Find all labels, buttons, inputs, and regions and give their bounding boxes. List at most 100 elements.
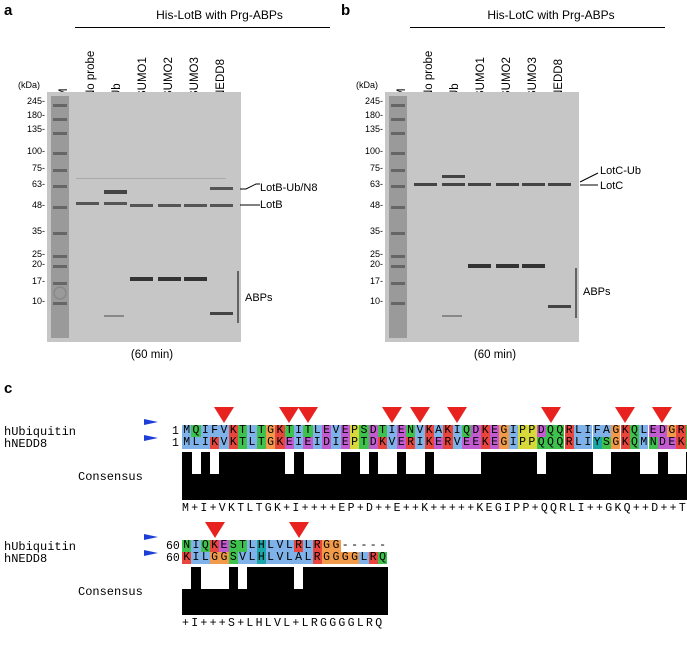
residue: L: [284, 539, 294, 552]
residue: Q: [629, 436, 640, 449]
residue: E: [219, 539, 229, 552]
consensus-bar: [200, 588, 211, 615]
residue: K: [275, 424, 285, 437]
residue: I: [583, 436, 593, 449]
marker-label: 17-: [31, 276, 45, 286]
consensus-bar: [191, 473, 202, 500]
consensus-bar: [284, 567, 295, 615]
consensus-bar: [200, 452, 211, 500]
consensus-sequence: M+I+VKTLTGK+I++++EP+D++E++K+++++KEGIPP+Q…: [182, 502, 687, 515]
residue: R: [676, 424, 686, 437]
residue: V: [275, 551, 285, 564]
marker-label: 135-: [26, 124, 45, 134]
sequence-marker-icon: [144, 534, 158, 540]
consensus-bar: [359, 567, 370, 615]
residue: Q: [461, 424, 472, 437]
consensus-bar: [331, 567, 342, 615]
panel-a-gel-bands: [51, 96, 233, 338]
consensus-bar: [387, 473, 398, 500]
residue: A: [433, 424, 444, 437]
consensus-bar: [265, 452, 276, 500]
consensus-bar: [452, 473, 463, 500]
panel-a-title-rule: [75, 27, 330, 28]
consensus-bar: [657, 452, 668, 500]
residue: K: [443, 424, 453, 437]
residue: V: [415, 424, 425, 437]
sequence-marker-icon: [144, 435, 158, 441]
seq2-name: hNEDD8: [4, 552, 48, 566]
residue: I: [191, 551, 201, 564]
residue: L: [247, 539, 257, 552]
residue: G: [611, 436, 621, 449]
residue: V: [387, 436, 397, 449]
residue: P: [527, 424, 537, 437]
residue: P: [349, 436, 360, 449]
consensus-bar: [209, 473, 220, 500]
residue: A: [293, 551, 304, 564]
residue: H: [256, 539, 266, 552]
triangle-marker-icon: [213, 407, 234, 423]
residue: P: [527, 436, 537, 449]
residue: E: [461, 436, 472, 449]
consensus-bar: [303, 473, 314, 500]
residue: G: [340, 551, 350, 564]
lane-label-1: No probe: [423, 50, 435, 98]
residue: I: [415, 436, 425, 449]
consensus-bar: [517, 452, 528, 500]
panel-b-annot-lotc: LotC: [600, 180, 624, 192]
consensus-bar: [275, 567, 286, 615]
panel-b-gel: [385, 92, 579, 342]
residue: E: [471, 436, 481, 449]
consensus-bar: [405, 473, 416, 500]
marker-label: 180-: [26, 110, 45, 120]
consensus-bar: [368, 452, 379, 500]
seq2-start: 60: [166, 552, 180, 565]
triangle-marker-icon: [204, 522, 225, 538]
consensus-bar: [321, 567, 332, 615]
residue: T: [237, 424, 248, 437]
marker-label: 180-: [364, 110, 383, 120]
consensus-bar: [620, 452, 631, 500]
consensus-bar: [265, 567, 276, 615]
consensus-bar: [209, 588, 220, 615]
residue: F: [209, 424, 220, 437]
residue: I: [452, 424, 462, 437]
consensus-bar: [256, 452, 267, 500]
residue: L: [303, 539, 313, 552]
consensus-bar: [219, 452, 230, 500]
panel-a-gel: [47, 92, 241, 342]
marker-label: 10-: [369, 296, 383, 306]
consensus-bar: [312, 567, 323, 615]
residue: E: [284, 436, 294, 449]
residue: E: [489, 424, 500, 437]
residue: I: [293, 424, 304, 437]
consensus-bar: [396, 452, 407, 500]
consensus-bar: [340, 567, 351, 615]
triangle-marker-icon: [447, 407, 468, 423]
residue: G: [265, 424, 276, 437]
consensus-bar: [377, 473, 388, 500]
residue: D: [536, 424, 546, 437]
panel-a-kda-label: (kDa): [18, 80, 40, 90]
residue: Q: [629, 424, 640, 437]
residue: E: [321, 424, 332, 437]
panel-b-title: His-LotC with Prg-ABPs: [487, 8, 615, 22]
residue: L: [573, 436, 584, 449]
residue: T: [303, 424, 313, 437]
panel-b-letter: b: [341, 2, 351, 19]
residue: V: [452, 436, 462, 449]
sequence-marker-icon: [144, 550, 158, 556]
consensus-bar: [247, 452, 258, 500]
panel-b-annot-lines: [575, 172, 599, 318]
residue: I: [293, 436, 304, 449]
residue: V: [219, 436, 229, 449]
residue: Q: [545, 424, 556, 437]
sequence-marker-icon: [144, 419, 158, 425]
residue: I: [312, 436, 322, 449]
panel-b-kda-label: (kDa): [356, 80, 378, 90]
consensus-bar: [592, 473, 603, 500]
consensus-bar: [536, 473, 547, 500]
residue: S: [359, 424, 369, 437]
panel-b-annot-ub: LotC-Ub: [600, 165, 641, 177]
residue: T: [685, 425, 687, 437]
